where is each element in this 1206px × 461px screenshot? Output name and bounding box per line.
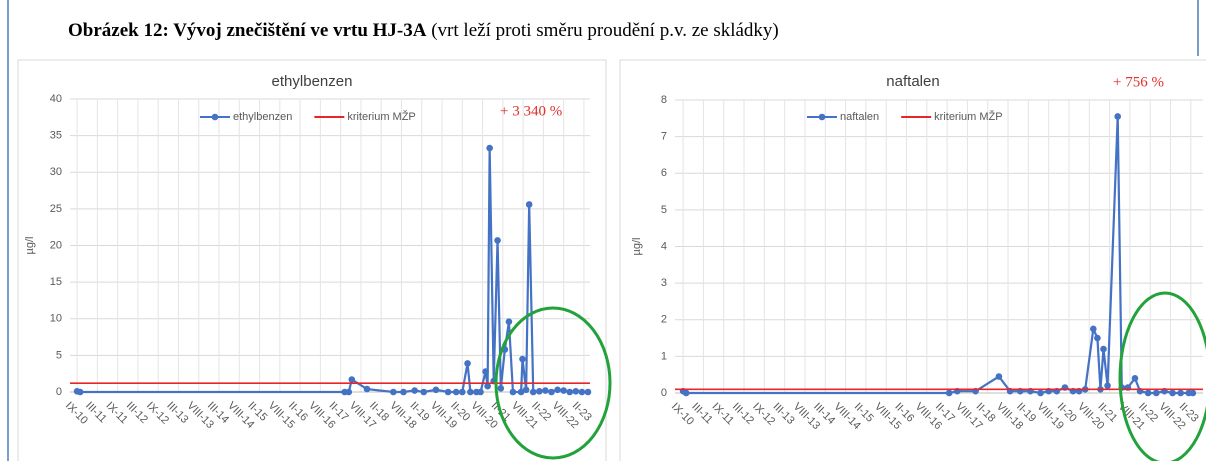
data-point xyxy=(390,388,397,396)
chart-panel xyxy=(619,59,1206,461)
y-axis-label: µg/l xyxy=(24,237,36,255)
data-point xyxy=(1169,389,1176,397)
data-point xyxy=(536,387,543,395)
y-tick-label: 5 xyxy=(661,204,667,216)
data-point xyxy=(464,360,471,367)
data-point xyxy=(477,388,484,396)
data-point xyxy=(1189,389,1197,397)
data-point xyxy=(458,388,466,396)
data-point xyxy=(494,237,501,244)
data-point xyxy=(560,387,567,394)
chart-title: ethylbenzen xyxy=(272,73,353,90)
data-point xyxy=(1104,382,1111,389)
y-axis-label: µg/l xyxy=(631,238,643,256)
legend-label: naftalen xyxy=(840,111,879,123)
data-point xyxy=(1114,113,1122,120)
data-point xyxy=(345,388,353,396)
data-point xyxy=(578,388,586,396)
highlight-ellipse xyxy=(494,306,612,460)
data-point xyxy=(995,373,1003,380)
data-point xyxy=(497,385,505,392)
data-point xyxy=(505,318,513,325)
data-point xyxy=(566,388,574,396)
data-point xyxy=(76,388,84,396)
data-point xyxy=(542,387,549,394)
data-point xyxy=(348,376,356,383)
data-point xyxy=(517,388,525,396)
y-tick-label: 5 xyxy=(56,349,62,361)
data-point xyxy=(584,388,592,396)
legend-label: kriterium MŽP xyxy=(347,110,415,123)
y-tick-label: 3 xyxy=(661,277,667,289)
data-point xyxy=(486,144,493,152)
y-tick-label: 20 xyxy=(50,239,62,251)
data-point xyxy=(572,387,580,395)
data-point xyxy=(1177,389,1184,397)
data-point xyxy=(467,388,474,396)
legend-marker xyxy=(818,113,826,121)
data-point xyxy=(525,201,533,208)
data-point xyxy=(400,388,407,396)
data-point xyxy=(444,388,452,396)
data-point xyxy=(1090,325,1097,333)
legend-label: kriterium MŽP xyxy=(934,110,1002,123)
data-point xyxy=(1131,375,1139,382)
data-point xyxy=(529,388,537,396)
data-point xyxy=(363,385,371,393)
data-point xyxy=(548,388,555,396)
data-point xyxy=(1152,389,1160,397)
chart-title: naftalen xyxy=(886,73,939,90)
data-point xyxy=(484,382,491,390)
y-tick-label: 6 xyxy=(661,167,667,179)
legend-marker xyxy=(211,113,219,121)
data-point xyxy=(432,386,440,394)
data-point xyxy=(522,386,530,394)
legend-label: ethylbenzen xyxy=(233,111,292,123)
y-tick-label: 30 xyxy=(50,166,62,178)
figure-title-rest: (vrt leží proti směru proudění p.v. ze s… xyxy=(431,20,779,41)
y-tick-label: 10 xyxy=(50,313,62,325)
data-point xyxy=(1144,389,1152,397)
chart-panel xyxy=(17,59,607,461)
data-point xyxy=(1094,334,1101,342)
y-tick-label: 4 xyxy=(661,240,667,252)
figure-title: Obrázek 12: Vývoj znečištění ve vrtu HJ-… xyxy=(68,20,779,41)
highlight-ellipse xyxy=(1118,291,1206,461)
y-tick-label: 0 xyxy=(56,386,62,398)
y-tick-label: 25 xyxy=(50,203,62,215)
y-tick-label: 40 xyxy=(50,93,62,105)
data-point xyxy=(1100,345,1107,353)
data-point xyxy=(420,388,428,396)
y-tick-label: 0 xyxy=(661,387,667,399)
y-tick-label: 7 xyxy=(661,131,667,143)
data-point xyxy=(1037,389,1044,397)
data-point xyxy=(509,388,517,396)
figure-title-bold: Obrázek 12: Vývoj znečištění ve vrtu HJ-… xyxy=(68,20,427,41)
data-point xyxy=(482,368,489,375)
data-point xyxy=(452,388,460,396)
y-tick-label: 15 xyxy=(50,276,62,288)
y-tick-label: 2 xyxy=(661,314,667,326)
data-point xyxy=(554,386,561,394)
data-point xyxy=(945,389,953,397)
annotation: + 756 % xyxy=(1113,74,1164,90)
y-tick-label: 35 xyxy=(50,130,62,142)
data-point xyxy=(411,387,418,394)
annotation: + 3 340 % xyxy=(500,103,562,119)
data-point xyxy=(682,389,690,397)
y-tick-label: 1 xyxy=(661,350,667,362)
y-tick-label: 8 xyxy=(661,94,667,106)
data-point xyxy=(519,355,526,363)
